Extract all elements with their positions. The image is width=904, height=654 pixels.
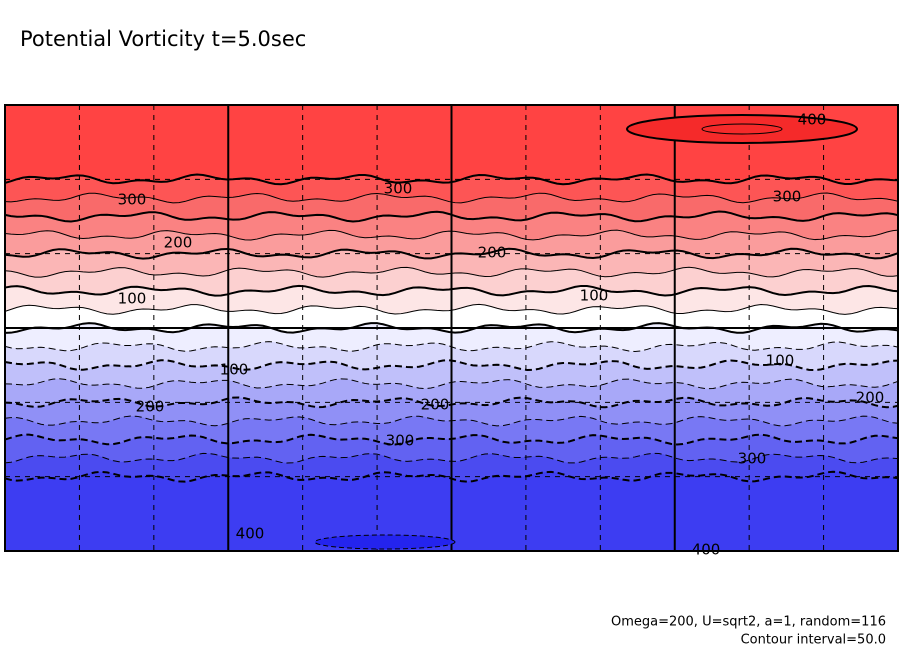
contour-label: 100 [766, 352, 795, 370]
contour-label: 100 [580, 287, 609, 305]
contour-label: 200 [421, 396, 450, 414]
contour-label: 400 [692, 541, 721, 559]
contour-label: 300 [384, 180, 413, 198]
contour-label: 400 [798, 111, 827, 129]
contour-label: 300 [738, 450, 767, 468]
chart-title: Potential Vorticity t=5.0sec [20, 27, 306, 51]
contour-label: 200 [478, 244, 507, 262]
plot-area: 400 300 300 300 200 200 100 100 100 100 200 200 200 3… [4, 104, 899, 559]
blob [626, 114, 858, 144]
contour-label: 300 [118, 191, 147, 209]
plot-frame [4, 104, 899, 552]
contour-label: 300 [773, 188, 802, 206]
contour-label: 200 [164, 234, 193, 252]
contour-label: 200 [856, 389, 885, 407]
blob [314, 534, 456, 550]
note: Omega=200, U=sqrt2, a=1, random=116 [611, 615, 886, 630]
contour-label: 300 [386, 432, 415, 450]
blob [701, 123, 783, 135]
contour-label: 400 [236, 525, 265, 543]
contour-label: 200 [136, 398, 165, 416]
contour-label: 100 [220, 361, 249, 379]
contour-label: 100 [118, 290, 147, 308]
note: Contour interval=50.0 [741, 633, 886, 648]
